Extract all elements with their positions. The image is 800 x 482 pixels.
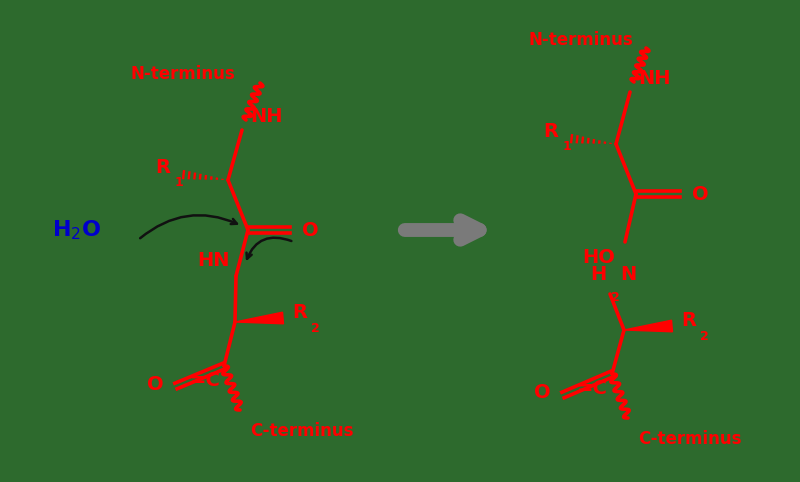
Text: O: O [692, 185, 709, 203]
Text: R: R [155, 158, 170, 176]
Text: 2: 2 [311, 322, 320, 335]
Text: NH: NH [250, 107, 282, 126]
Text: HN: HN [198, 251, 230, 270]
Text: O: O [534, 384, 551, 402]
Text: N-terminus: N-terminus [130, 65, 234, 83]
Text: C-terminus: C-terminus [250, 422, 354, 440]
Polygon shape [235, 312, 283, 324]
Text: N: N [620, 265, 636, 284]
Text: N-terminus: N-terminus [528, 31, 633, 49]
Text: 1: 1 [175, 176, 184, 189]
Text: =C: =C [190, 371, 221, 389]
Text: H$_2$O: H$_2$O [52, 218, 102, 242]
Text: NH: NH [638, 69, 670, 88]
Text: C-terminus: C-terminus [638, 430, 742, 448]
Polygon shape [624, 320, 673, 332]
Text: 2: 2 [700, 330, 709, 343]
Text: =C: =C [577, 378, 608, 398]
Text: O: O [147, 375, 164, 393]
Text: R: R [543, 121, 558, 140]
Text: R: R [292, 304, 307, 322]
Text: H: H [590, 265, 606, 284]
Text: HO: HO [582, 248, 615, 267]
Text: 2: 2 [611, 291, 620, 304]
Text: R: R [681, 311, 696, 331]
Text: 1: 1 [563, 140, 572, 153]
Text: O: O [302, 220, 318, 240]
